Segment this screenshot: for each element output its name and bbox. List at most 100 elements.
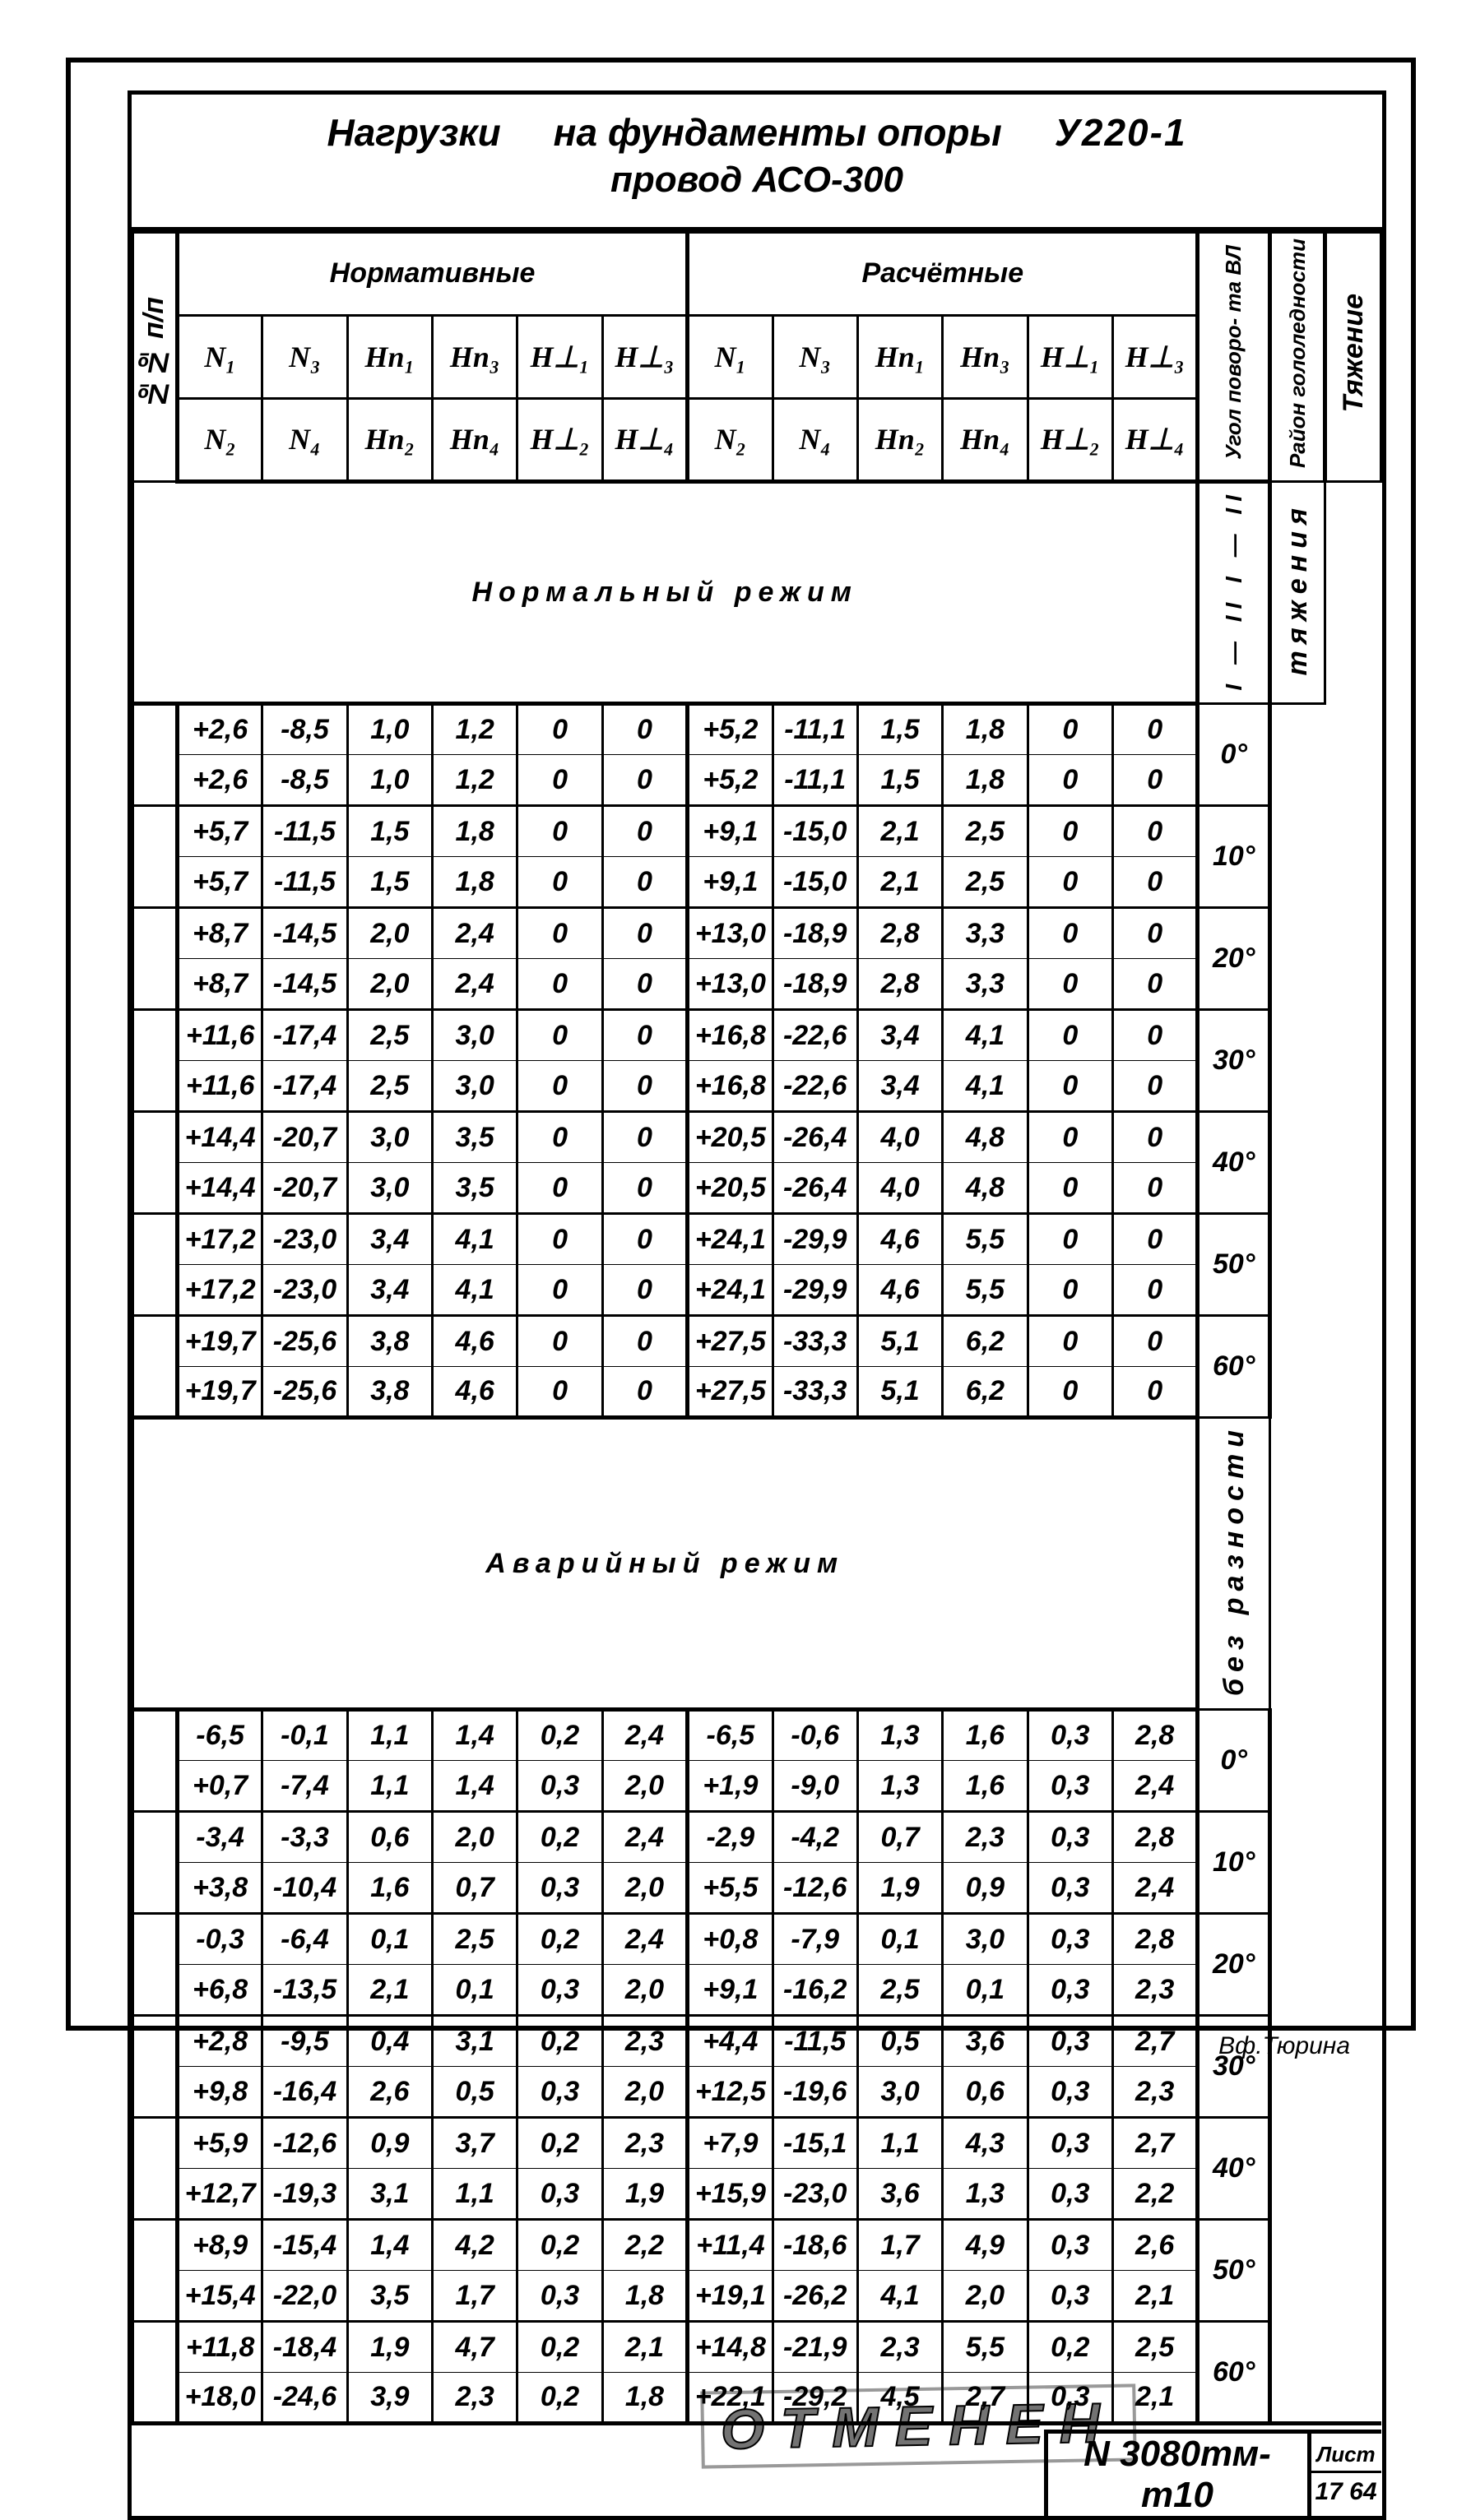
normal-cell: -23,0 xyxy=(262,1214,347,1265)
fault-cell: -16,4 xyxy=(262,2067,347,2118)
sheet-value: 17 64 xyxy=(1311,2473,1381,2511)
normal-cell: +5,7 xyxy=(177,806,262,857)
normal-cell: 1,5 xyxy=(347,857,432,908)
normal-cell: -8,5 xyxy=(262,755,347,806)
hdr-bot-4: H⊥₂ xyxy=(517,398,602,481)
fault-cell: 1,6 xyxy=(347,1863,432,1914)
normal-cell: -11,5 xyxy=(262,857,347,908)
hdr-top-4: H⊥₁ xyxy=(517,315,602,398)
fault-cell: 2,3 xyxy=(602,2118,687,2169)
fault-cell: 0,1 xyxy=(347,1914,432,1965)
fault-row: -6,5-0,11,11,40,22,4-6,5-0,61,31,60,32,8… xyxy=(133,1710,1381,1761)
normal-cell: 3,5 xyxy=(433,1163,517,1214)
normal-cell: 4,6 xyxy=(433,1316,517,1367)
normal-cell: +14,4 xyxy=(177,1112,262,1163)
fault-cell: 0,3 xyxy=(517,1965,602,2016)
normal-cell: 0 xyxy=(1112,1112,1197,1163)
normal-cell: 0 xyxy=(602,908,687,959)
normal-row: +8,7-14,52,02,400+13,0-18,92,83,30020° xyxy=(133,908,1381,959)
normal-cell: 0 xyxy=(517,1265,602,1316)
normal-cell: +11,6 xyxy=(177,1061,262,1112)
normal-cell: 2,5 xyxy=(943,857,1028,908)
normal-row: +2,6-8,51,01,200+5,2-11,11,51,8000° xyxy=(133,704,1381,755)
col-tension: Тяжение xyxy=(1325,232,1381,481)
normal-cell: 1,8 xyxy=(943,704,1028,755)
fault-cell: +4,4 xyxy=(688,2016,773,2067)
normal-cell: -29,9 xyxy=(773,1214,857,1265)
fault-cell: 0,3 xyxy=(517,2067,602,2118)
fault-cell: +9,8 xyxy=(177,2067,262,2118)
row-index xyxy=(133,908,178,1010)
normal-cell: 5,1 xyxy=(857,1367,942,1418)
fault-cell: -15,1 xyxy=(773,2118,857,2169)
fault-cell: 1,8 xyxy=(602,2271,687,2322)
normal-cell: +24,1 xyxy=(688,1265,773,1316)
normal-cell: 1,0 xyxy=(347,704,432,755)
group-normative: Нормативные xyxy=(177,232,687,315)
fault-cell: -24,6 xyxy=(262,2373,347,2424)
fault-row: +6,8-13,52,10,10,32,0+9,1-16,22,50,10,32… xyxy=(133,1965,1381,2016)
fault-cell: 2,4 xyxy=(1112,1761,1197,1812)
title-block: Нагрузки на фундаменты опоры У220-1 пров… xyxy=(132,95,1382,231)
normal-cell: -20,7 xyxy=(262,1112,347,1163)
fault-cell: 0,3 xyxy=(1028,2169,1112,2220)
normal-cell: 0 xyxy=(602,1010,687,1061)
fault-row: +8,9-15,41,44,20,22,2+11,4-18,61,74,90,3… xyxy=(133,2220,1381,2271)
angle-cell: 0° xyxy=(1198,704,1270,806)
fault-cell: 1,8 xyxy=(602,2373,687,2424)
fault-cell: +11,8 xyxy=(177,2322,262,2373)
hdr-bot-3: Hп₄ xyxy=(433,398,517,481)
fault-row: +9,8-16,42,60,50,32,0+12,5-19,63,00,60,3… xyxy=(133,2067,1381,2118)
fault-cell: +15,4 xyxy=(177,2271,262,2322)
fault-cell: -15,4 xyxy=(262,2220,347,2271)
normal-row: +17,2-23,03,44,100+24,1-29,94,65,50050° xyxy=(133,1214,1381,1265)
hdr-bot-10: H⊥₂ xyxy=(1028,398,1112,481)
fault-cell: 0,5 xyxy=(857,2016,942,2067)
normal-cell: 0 xyxy=(1028,1061,1112,1112)
fault-cell: 2,7 xyxy=(1112,2118,1197,2169)
fault-cell: 2,0 xyxy=(602,1863,687,1914)
normal-cell: +5,2 xyxy=(688,704,773,755)
fault-cell: 1,1 xyxy=(347,1710,432,1761)
normal-cell: 0 xyxy=(602,806,687,857)
fault-cell: 2,0 xyxy=(943,2271,1028,2322)
normal-cell: 0 xyxy=(1028,1214,1112,1265)
normal-cell: 0 xyxy=(1112,1010,1197,1061)
fault-cell: +1,9 xyxy=(688,1761,773,1812)
normal-cell: 3,4 xyxy=(347,1214,432,1265)
fault-cell: 3,6 xyxy=(943,2016,1028,2067)
angle-cell: 60° xyxy=(1198,1316,1270,1418)
fault-cell: +2,8 xyxy=(177,2016,262,2067)
fault-cell: 2,1 xyxy=(347,1965,432,2016)
fault-cell: 1,9 xyxy=(857,1863,942,1914)
fault-cell: 4,2 xyxy=(433,2220,517,2271)
normal-cell: 0 xyxy=(517,1061,602,1112)
tension-upper: тяжения xyxy=(1270,481,1325,704)
hdr-top-5: H⊥₃ xyxy=(602,315,687,398)
normal-cell: 0 xyxy=(1112,755,1197,806)
fault-cell: 0,4 xyxy=(347,2016,432,2067)
normal-cell: 2,8 xyxy=(857,908,942,959)
fault-cell: 1,6 xyxy=(943,1761,1028,1812)
normal-cell: +2,6 xyxy=(177,704,262,755)
normal-cell: 4,6 xyxy=(857,1265,942,1316)
normal-cell: +2,6 xyxy=(177,755,262,806)
hdr-top-7: N₃ xyxy=(773,315,857,398)
normal-cell: 3,0 xyxy=(433,1061,517,1112)
normal-cell: -15,0 xyxy=(773,857,857,908)
angle-cell: 0° xyxy=(1198,1710,1270,1812)
normal-cell: 0 xyxy=(1112,1061,1197,1112)
hdr-top-10: H⊥₁ xyxy=(1028,315,1112,398)
fault-cell: 2,4 xyxy=(602,1812,687,1863)
normal-cell: +19,7 xyxy=(177,1316,262,1367)
fault-cell: 2,6 xyxy=(1112,2220,1197,2271)
fault-cell: 0,6 xyxy=(943,2067,1028,2118)
normal-row: +8,7-14,52,02,400+13,0-18,92,83,300 xyxy=(133,959,1381,1010)
normal-cell: 5,5 xyxy=(943,1214,1028,1265)
normal-cell: 0 xyxy=(602,755,687,806)
row-index xyxy=(133,704,178,806)
fault-cell: 0,2 xyxy=(517,2373,602,2424)
hdr-top-1: N₃ xyxy=(262,315,347,398)
fault-cell: 0,2 xyxy=(517,2220,602,2271)
fault-cell: 0,2 xyxy=(517,2322,602,2373)
